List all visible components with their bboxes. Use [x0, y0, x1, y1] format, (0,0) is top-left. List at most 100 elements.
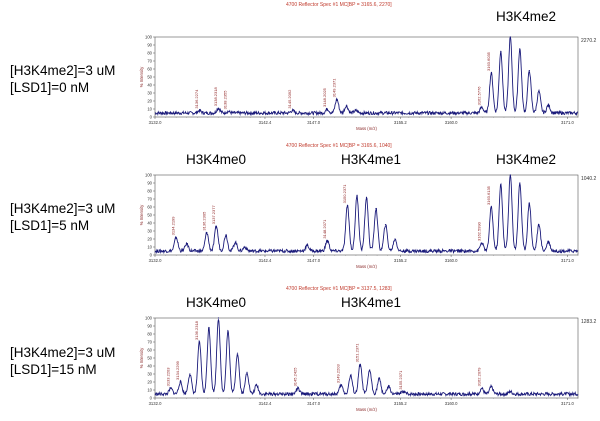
peak-apex [490, 386, 492, 388]
peak-apex [547, 240, 549, 242]
y-tick-label: 0 [150, 253, 153, 258]
peak-annotation: 3138.2355 [222, 90, 227, 110]
peak-apex [481, 242, 483, 244]
peak-apex [359, 363, 361, 365]
peak-apex [356, 195, 358, 197]
y-tick-label: 50 [147, 75, 152, 80]
y-tick-label: 20 [147, 99, 152, 104]
y-tick-label: 60 [147, 67, 152, 72]
peak-apex [198, 341, 201, 343]
peak-apex [179, 381, 181, 383]
peak-apex [244, 246, 246, 248]
x-tick-label: 3147.0 [307, 258, 320, 263]
peak-apex [217, 107, 220, 109]
peak-annotation: 3162.5776 [476, 86, 481, 106]
peak-apex [365, 196, 368, 198]
x-tick-label: 3171.0 [561, 258, 574, 263]
y-axis-label: % Intensity [139, 347, 144, 368]
y-tick-label: 10 [147, 107, 152, 112]
peak-apex [538, 90, 540, 92]
peak-annotation: 3149.2371 [331, 78, 336, 98]
x-axis-label: Mass (m/z) [356, 264, 377, 269]
peak-apex [340, 384, 342, 386]
max-intensity: 2270.2 [581, 38, 597, 44]
peak-apex [217, 317, 220, 319]
peak-annotation: 3149.2203 [336, 364, 341, 384]
y-tick-label: 20 [147, 237, 152, 242]
peak-apex [519, 48, 521, 50]
y-tick-label: 60 [147, 205, 152, 210]
spectrum-line [154, 174, 579, 255]
peak-annotation: 3150.2371 [342, 184, 347, 204]
condition-label: [H3K4me2]=3 uM [LSD1]=0 nM [10, 62, 115, 96]
spectrum-line [154, 36, 579, 117]
peak-apex [208, 327, 210, 329]
y-tick-label: 20 [147, 380, 152, 385]
peak-annotation: 3162.5990 [476, 221, 481, 241]
substrate-concentration: [H3K4me2]=3 uM [10, 345, 116, 360]
peak-annotation: 3145.2092 [287, 89, 292, 109]
y-tick-label: 0 [150, 396, 153, 401]
peak-apex [538, 224, 540, 226]
peak-apex [369, 369, 371, 371]
peak-annotation: 3136.2274 [194, 89, 199, 109]
peak-annotation: 3138.2318 [213, 87, 218, 107]
peak-apex [227, 330, 229, 332]
peak-apex [528, 202, 530, 204]
peak-label-h3k4me2: H3K4me2 [496, 152, 557, 167]
x-tick-label: 3160.0 [445, 401, 458, 406]
y-tick-label: 90 [147, 181, 152, 186]
peak-apex [345, 105, 348, 107]
x-axis-label: Mass (m/z) [356, 126, 377, 131]
plot-frame [154, 36, 579, 118]
peak-apex [326, 240, 328, 242]
y-tick-label: 10 [147, 388, 152, 393]
y-tick-label: 100 [145, 35, 153, 40]
peak-apex [206, 232, 208, 234]
x-tick-label: 3171.0 [561, 401, 574, 406]
peak-apex [394, 238, 396, 240]
x-tick-label: 3142.4 [259, 258, 272, 263]
peak-apex [378, 378, 380, 380]
peak-annotation: 3133.2203 [165, 367, 170, 387]
spectrum-title: 4700 Reflector Spec #1 MC[BP = 3165.6, 1… [286, 143, 392, 149]
y-tick-label: 80 [147, 51, 152, 56]
max-intensity: 1040.2 [581, 176, 597, 182]
peak-label-h3k4me0: H3K4me0 [186, 152, 247, 167]
peak-apex [481, 387, 483, 389]
spectrum-line [154, 319, 579, 398]
peak-apex [215, 225, 217, 227]
x-tick-label: 3155.2 [394, 120, 407, 125]
peak-annotation: 3162.2079 [476, 367, 481, 387]
x-tick-label: 3171.0 [561, 120, 574, 125]
y-tick-label: 90 [147, 43, 152, 48]
peak-apex [528, 70, 530, 72]
peak-annotation: 3163.6035 [486, 51, 491, 71]
peak-label-h3k4me1: H3K4me1 [341, 152, 402, 167]
peak-apex [519, 182, 521, 184]
peak-apex [547, 104, 549, 106]
y-tick-label: 0 [150, 115, 153, 120]
peak-annotation: 3163.6135 [486, 185, 491, 205]
y-axis-label: % Intensity [139, 204, 144, 225]
peak-apex [255, 384, 258, 386]
peak-label-h3k4me2: H3K4me2 [496, 9, 557, 24]
peak-annotation: 3134.2299 [175, 360, 180, 380]
peak-apex [490, 72, 492, 74]
max-intensity: 1283.2 [581, 319, 597, 325]
peak-annotation: 3137.2377 [211, 205, 216, 225]
substrate-concentration: [H3K4me2]=3 uM [10, 63, 116, 78]
peak-apex [500, 184, 502, 186]
peak-apex [246, 371, 248, 373]
peak-apex [227, 110, 229, 112]
y-tick-label: 60 [147, 348, 152, 353]
x-tick-label: 3160.0 [445, 120, 458, 125]
peak-apex [186, 243, 188, 245]
peak-apex [490, 206, 492, 208]
peak-annotation: 3145.2425 [292, 367, 297, 387]
peak-annotation: 3136.2318 [194, 320, 199, 340]
enzyme-concentration: [LSD1]=0 nM [10, 80, 90, 95]
peak-annotation: 3148.2025 [322, 87, 327, 107]
y-tick-label: 40 [147, 221, 152, 226]
